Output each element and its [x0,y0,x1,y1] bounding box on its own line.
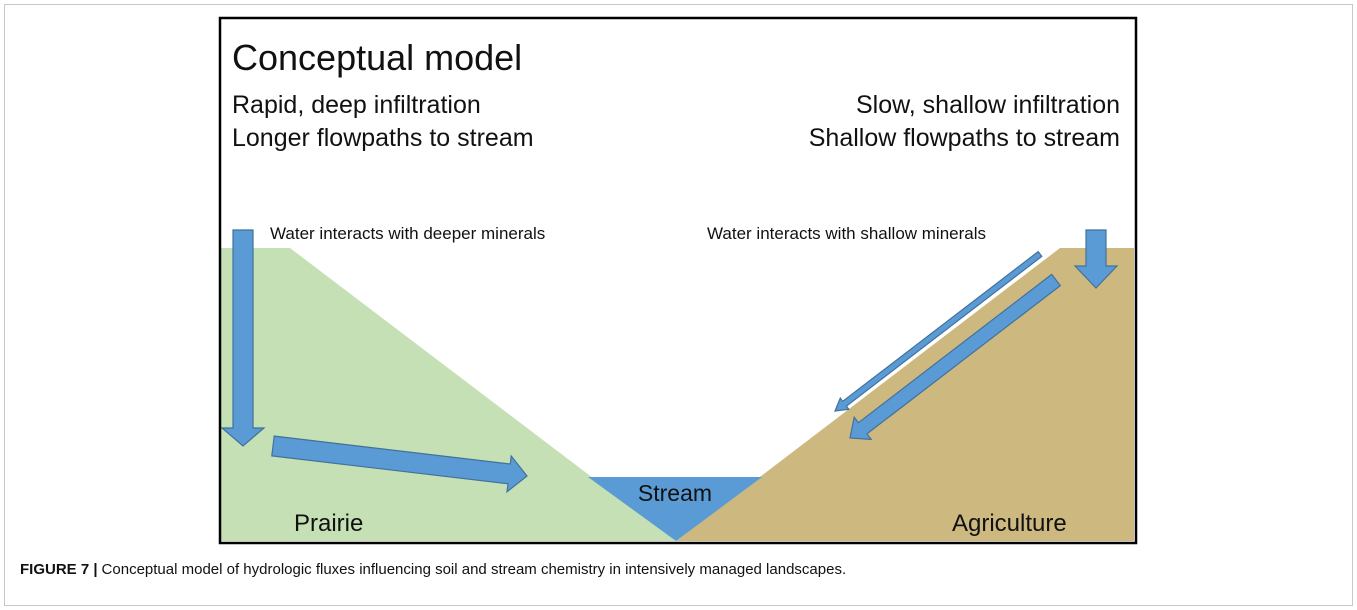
zone-label: Prairie [294,510,363,537]
right-text: Slow, shallow infiltration [856,91,1120,119]
arrow-label: Water interacts with deeper minerals [270,224,545,243]
arrow-label: Water interacts with shallow minerals [707,224,986,243]
left-text: Longer flowpaths to stream [232,124,534,152]
right-text: Shallow flowpaths to stream [809,124,1120,152]
caption-label: FIGURE 7 | [20,561,98,578]
figure: Conceptual model Rapid, deep infiltratio… [0,0,1357,610]
left-text: Rapid, deep infiltration [232,91,481,119]
zone-label: Agriculture [952,510,1067,537]
prairie-zone [221,248,676,541]
caption: FIGURE 7 |Conceptual model of hydrologic… [20,561,846,578]
page: Conceptual model Rapid, deep infiltratio… [0,0,1357,610]
diagram-title: Conceptual model [232,37,522,78]
caption-text: Conceptual model of hydrologic fluxes in… [102,561,847,578]
stream-label: Stream [638,480,712,506]
